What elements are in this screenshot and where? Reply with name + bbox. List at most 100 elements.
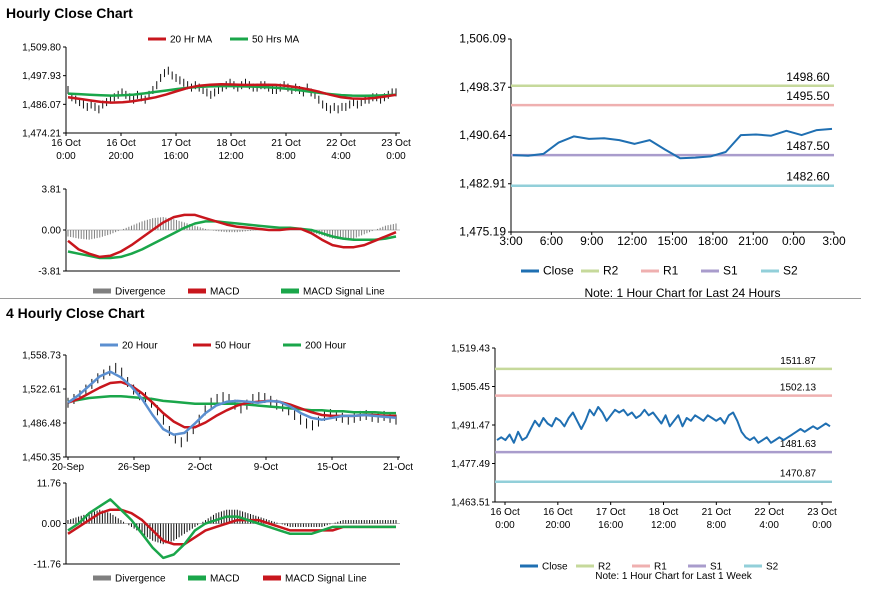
chart-5-x-tick-label: 17 Oct (596, 507, 626, 518)
chart-5-x-tick-label: 0:00 (495, 520, 515, 531)
chart-2-x-tick-label: 21:00 (738, 234, 768, 248)
hourly-macd-y-tick-label: 0.00 (42, 226, 62, 237)
chart-5-x-tick-label: 8:00 (707, 520, 727, 531)
four-hourly-price-y-tick-label: 1,450.35 (22, 453, 61, 464)
hourly-price-x-tick-label: 16 Oct (106, 138, 136, 149)
chart-2-legend-label: R2 (603, 264, 619, 278)
hourly-price-y-tick-label: 1,497.93 (22, 71, 61, 82)
chart-2-x-tick-label: 3:00 (499, 234, 523, 248)
chart-5-x-tick-label: 20:00 (545, 520, 570, 531)
chart-5-r1-value: 1502.13 (780, 383, 817, 394)
hourly-price-y-tick-label: 1,486.07 (22, 100, 61, 111)
chart-5-x-tick-label: 12:00 (651, 520, 676, 531)
four-hourly-price-y-tick-label: 1,558.73 (22, 351, 61, 362)
four-hourly-price-x-tick-label: 9-Oct (254, 462, 279, 473)
chart-5-x-tick-label: 16:00 (598, 520, 623, 531)
chart-5-s2-value: 1470.87 (780, 469, 817, 480)
four-hourly-macd-y-tick-label: 0.00 (42, 519, 62, 530)
four-hourly-price-legend-label: 50 Hour (215, 341, 251, 352)
four-hourly-macd-legend-label: Divergence (115, 574, 166, 585)
chart-2-legend-label: S2 (783, 264, 798, 278)
chart-5-x-tick-label: 23 Oct (807, 507, 837, 518)
chart-5-legend-label: S1 (710, 562, 723, 573)
chart-2-s1-value: 1487.50 (786, 139, 830, 153)
hourly-price-x-tick-label: 17 Oct (161, 138, 191, 149)
chart-2-y-tick-label: 1,490.64 (459, 128, 506, 142)
four-hourly-macd-y-tick-label: 11.76 (37, 479, 62, 490)
hourly-price-x-tick-label: 0:00 (56, 151, 76, 162)
hourly-price-x-tick-label: 23 Oct (381, 138, 411, 149)
section-title-hourly: Hourly Close Chart (6, 5, 133, 21)
four-hourly-price-x-tick-label: 21-Oct (383, 462, 413, 473)
chart-5-y-tick-label: 1,477.49 (451, 459, 490, 470)
chart-2-legend-label: Close (543, 264, 574, 278)
chart-5-x-tick-label: 4:00 (759, 520, 779, 531)
chart-2-legend-label: R1 (663, 264, 679, 278)
chart-5-y-tick-label: 1,519.43 (451, 344, 490, 355)
chart-5-x-tick-label: 16 Oct (490, 507, 520, 518)
chart-2-y-tick-label: 1,482.91 (459, 176, 506, 190)
hourly-price-x-tick-label: 4:00 (331, 151, 351, 162)
hourly-price-x-tick-label: 12:00 (218, 151, 243, 162)
hourly-macd-y-tick-label: 3.81 (42, 185, 62, 196)
chart-5-x-tick-label: 21 Oct (702, 507, 732, 518)
chart-5-legend-label: Close (542, 562, 568, 573)
chart-2-close-line (512, 127, 833, 160)
chart-2-x-tick-label: 3:00 (822, 234, 846, 248)
hourly-macd-legend-label: MACD (210, 287, 239, 298)
hourly-price-x-tick-label: 8:00 (276, 151, 296, 162)
section-title-4-hourly: 4 Hourly Close Chart (6, 305, 145, 321)
hourly-price-y-tick-label: 1,474.21 (22, 129, 61, 140)
four-hourly-price-x-tick-label: 20-Sep (52, 462, 85, 473)
four-hourly-price-x-tick-label: 2-Oct (188, 462, 213, 473)
chart-5-legend-label: R2 (598, 562, 611, 573)
four-hourly-price-legend-label: 200 Hour (305, 341, 347, 352)
four-hourly-price-x-tick-label: 15-Oct (317, 462, 347, 473)
hourly-price-legend-label: 20 Hr MA (170, 35, 213, 46)
chart-5-s1-value: 1481.63 (780, 439, 817, 450)
chart-2-y-tick-label: 1,506.09 (459, 32, 506, 46)
chart-2-x-tick-label: 15:00 (657, 234, 687, 248)
hourly-price-y-tick-label: 1,509.80 (22, 43, 61, 54)
chart-2-x-tick-label: 0:00 (782, 234, 806, 248)
four-hourly-20-hour-line (67, 370, 397, 436)
hourly-price-x-tick-label: 16:00 (163, 151, 188, 162)
four-hourly-price-y-tick-label: 1,486.48 (22, 419, 61, 430)
chart-2-x-tick-label: 9:00 (580, 234, 604, 248)
chart-2-x-tick-label: 18:00 (698, 234, 728, 248)
hourly-macd-signal-line (67, 220, 397, 260)
chart-5-legend-label: S2 (766, 562, 779, 573)
chart-2-s2-value: 1482.60 (786, 170, 830, 184)
hourly-50-hr-ma-line (67, 84, 397, 98)
section-divider (0, 298, 861, 299)
hourly-macd-legend-label: Divergence (115, 287, 166, 298)
hourly-price-x-tick-label: 0:00 (386, 151, 406, 162)
four-hourly-macd-line (67, 498, 396, 560)
chart-5-x-tick-label: 18 Oct (649, 507, 679, 518)
chart-5-legend-label: R1 (654, 562, 667, 573)
hourly-price-x-tick-label: 22 Oct (326, 138, 356, 149)
four-hourly-macd-legend-label: MACD (210, 574, 239, 585)
chart-5-x-tick-label: 16 Oct (543, 507, 573, 518)
chart-5-y-tick-label: 1,463.51 (451, 498, 490, 509)
chart-2-y-tick-label: 1,498.37 (459, 80, 506, 94)
chart-5-x-tick-label: 0:00 (812, 520, 832, 531)
four-hourly-200-hour-line (67, 394, 396, 415)
chart-5-y-tick-label: 1,505.45 (451, 382, 490, 393)
chart-2-x-tick-label: 12:00 (617, 234, 647, 248)
chart-2-legend-label: S1 (723, 264, 738, 278)
hourly-macd-legend-label: MACD Signal Line (303, 287, 385, 298)
chart-2-r1-value: 1495.50 (786, 89, 830, 103)
four-hourly-macd-y-tick-label: -11.76 (33, 560, 61, 571)
four-hourly-price-legend-label: 20 Hour (122, 341, 158, 352)
hourly-price-x-tick-label: 18 Oct (216, 138, 246, 149)
hourly-macd-y-tick-label: -3.81 (38, 267, 61, 278)
hourly-price-x-tick-label: 20:00 (108, 151, 133, 162)
chart-2-note: Note: 1 Hour Chart for Last 24 Hours (584, 286, 780, 300)
chart-5-close-line (496, 406, 831, 444)
